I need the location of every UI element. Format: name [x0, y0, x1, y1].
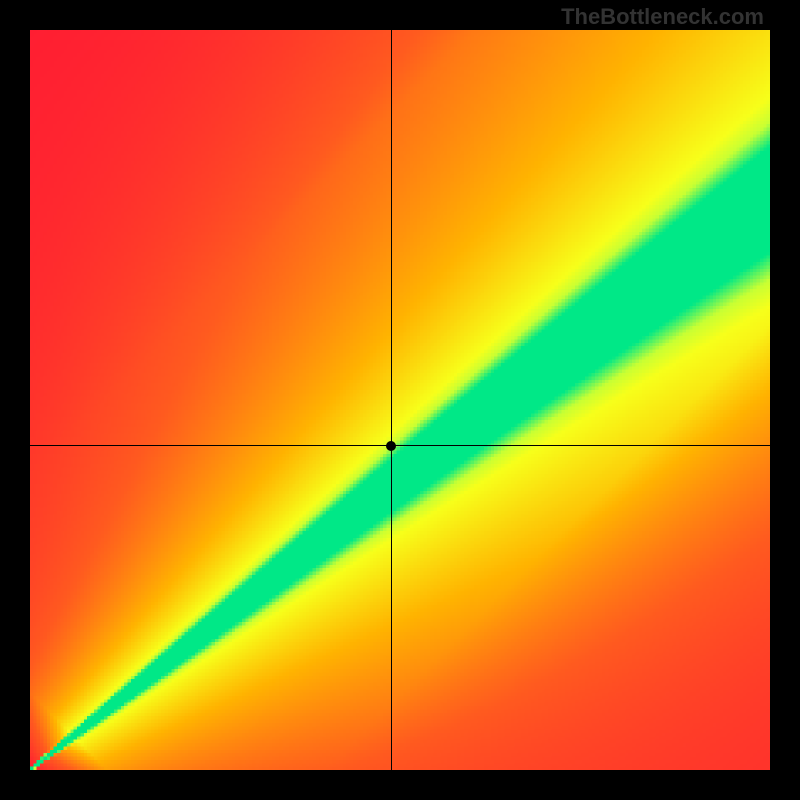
crosshair-vertical: [391, 30, 392, 770]
plot-area: [30, 30, 770, 770]
heatmap-canvas: [30, 30, 770, 770]
watermark-text: TheBottleneck.com: [561, 4, 764, 30]
data-point-marker: [386, 441, 396, 451]
crosshair-horizontal: [30, 445, 770, 446]
